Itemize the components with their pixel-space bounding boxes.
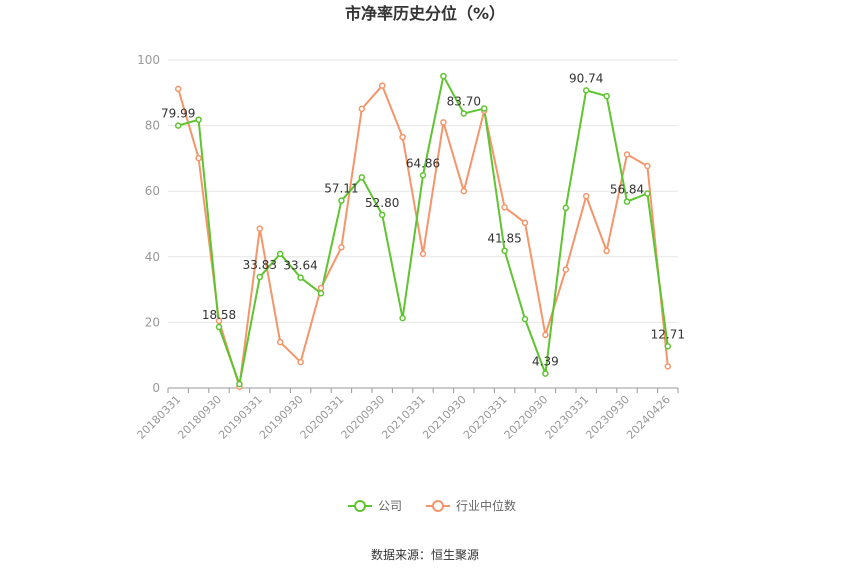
data-point[interactable] — [603, 92, 610, 100]
data-label: 90.74 — [569, 71, 603, 85]
data-point[interactable] — [215, 323, 223, 331]
data-point[interactable] — [623, 151, 631, 158]
legend-label: 公司 — [378, 499, 402, 513]
data-point[interactable] — [480, 105, 488, 112]
legend-marker — [354, 500, 366, 512]
data-point[interactable] — [399, 133, 406, 141]
legend[interactable]: 公司 行业中位数 — [348, 498, 516, 513]
data-point[interactable] — [440, 72, 447, 80]
data-label: 41.85 — [487, 232, 521, 246]
y-tick-label: 0 — [152, 381, 160, 395]
data-point[interactable] — [338, 197, 345, 204]
data-label: 64.86 — [406, 156, 440, 170]
data-point[interactable] — [317, 284, 325, 292]
data-point[interactable] — [338, 244, 345, 251]
series-line-1 — [177, 84, 669, 388]
data-label: 33.83 — [243, 258, 277, 272]
data-point[interactable] — [276, 250, 284, 258]
data-point[interactable] — [460, 187, 468, 195]
data-point[interactable] — [317, 289, 325, 297]
data-point[interactable] — [358, 105, 366, 113]
data-point[interactable] — [644, 162, 651, 170]
y-tick-label: 20 — [145, 315, 160, 329]
data-point[interactable] — [236, 380, 243, 388]
data-point[interactable] — [297, 358, 304, 366]
data-point[interactable] — [501, 247, 508, 254]
data-label: 33.64 — [283, 259, 317, 273]
chart-title: 市净率历史分位（%） — [345, 4, 505, 23]
data-label: 56.84 — [610, 183, 644, 197]
data-labels: 79.99 18.58 33.83 33.64 57.11 52.80 64.86 83.70… — [161, 71, 685, 368]
data-point[interactable] — [378, 82, 386, 89]
data-point[interactable] — [542, 370, 549, 377]
data-point[interactable] — [440, 119, 447, 126]
legend-item-0[interactable]: 公司 — [348, 499, 402, 513]
data-point[interactable] — [276, 338, 284, 346]
data-point[interactable] — [256, 225, 264, 232]
data-point[interactable] — [195, 154, 202, 162]
data-point[interactable] — [664, 343, 672, 350]
series-lines — [177, 75, 669, 388]
data-label: 4.39 — [532, 355, 559, 369]
data-point[interactable] — [358, 174, 366, 181]
x-tick-label: 20240426 — [624, 393, 673, 442]
x-axis: 2018033120180930201903312019093020200331… — [135, 387, 679, 442]
grid-lines — [168, 59, 678, 323]
data-point[interactable] — [562, 266, 570, 273]
data-point[interactable] — [174, 122, 182, 129]
legend-label: 行业中位数 — [456, 498, 516, 513]
data-point[interactable] — [378, 211, 386, 219]
data-point[interactable] — [256, 273, 264, 281]
data-point[interactable] — [644, 190, 651, 197]
y-tick-label: 100 — [137, 53, 160, 67]
data-point[interactable] — [664, 363, 672, 370]
data-label: 18.58 — [202, 308, 236, 322]
data-point[interactable] — [419, 172, 427, 179]
data-point[interactable] — [623, 198, 631, 205]
data-point[interactable] — [521, 219, 529, 226]
data-label: 12.71 — [651, 327, 685, 341]
y-tick-label: 40 — [145, 250, 160, 264]
data-point[interactable] — [521, 315, 529, 323]
data-point[interactable] — [195, 116, 202, 123]
data-point[interactable] — [582, 192, 590, 200]
series-points — [174, 72, 672, 390]
data-label: 79.99 — [161, 107, 195, 121]
y-axis: 0 20 40 60 80 100 — [137, 53, 160, 395]
data-label: 83.70 — [447, 94, 481, 108]
data-point[interactable] — [297, 274, 304, 281]
data-point[interactable] — [399, 314, 406, 322]
y-tick-label: 80 — [145, 119, 160, 133]
data-point[interactable] — [562, 204, 570, 212]
data-point[interactable] — [603, 247, 610, 255]
data-point[interactable] — [542, 331, 549, 339]
data-point[interactable] — [582, 87, 590, 94]
data-point[interactable] — [215, 317, 223, 325]
y-tick-label: 60 — [145, 184, 160, 198]
legend-marker — [432, 500, 444, 512]
data-point[interactable] — [460, 110, 468, 117]
series-line-0 — [177, 75, 669, 386]
legend-item-1[interactable]: 行业中位数 — [426, 498, 516, 513]
data-point[interactable] — [174, 85, 182, 93]
data-point[interactable] — [419, 250, 427, 258]
data-point[interactable] — [501, 204, 508, 211]
source-note: 数据来源：恒生聚源 — [371, 547, 479, 562]
data-label: 57.11 — [324, 182, 358, 196]
data-label: 52.80 — [365, 196, 399, 210]
